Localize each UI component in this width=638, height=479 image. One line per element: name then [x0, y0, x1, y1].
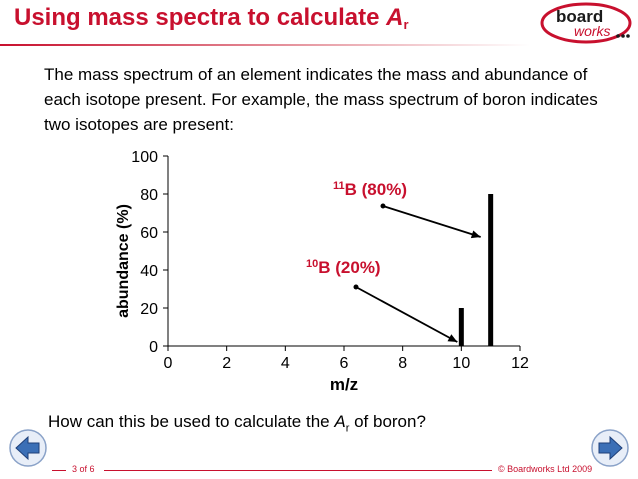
question-before: How can this be used to calculate the [48, 412, 335, 431]
isotope-label-11: 11B (80%) [333, 180, 407, 199]
footer-rule-middle [104, 470, 492, 471]
intro-paragraph: The mass spectrum of an element indicate… [44, 65, 598, 134]
x-tick-label: 2 [222, 355, 231, 372]
slide-header: Using mass spectra to calculate Ar board… [0, 0, 638, 48]
title-text: Using mass spectra to calculate [14, 4, 387, 31]
copyright: © Boardworks Ltd 2009 [498, 464, 593, 474]
title-subscript: r [403, 17, 409, 32]
arrow-head-10 [447, 334, 458, 342]
x-tick-label: 0 [164, 355, 173, 372]
header-rule [0, 44, 530, 46]
footer-rule-left [52, 470, 66, 471]
boardworks-logo: board works [540, 2, 632, 44]
y-tick-label: 0 [149, 339, 158, 356]
x-tick-label: 8 [398, 355, 407, 372]
y-tick-label: 20 [140, 301, 158, 318]
arrow-line-11 [382, 205, 481, 238]
mass-spectrum-chart: 0 20 40 60 80 100 0 2 4 6 8 10 12 10B (20%) 11B (80%)… [115, 149, 529, 394]
bar-10 [458, 308, 464, 346]
chart-annotations: 10B (20%) 11B (80%) [306, 180, 481, 343]
question-after: of boron? [349, 412, 426, 431]
question-symbol: A [334, 412, 346, 431]
bar-11 [488, 194, 494, 346]
y-tick-label: 100 [131, 149, 158, 166]
chart-bars [458, 194, 494, 346]
isotope-label-10: 10B (20%) [306, 258, 381, 277]
page-number: 3 of 6 [72, 464, 95, 474]
arrow-right-icon[interactable] [590, 428, 630, 468]
question-subscript: r [345, 422, 350, 435]
y-axis-label: abundance (%) [115, 204, 132, 318]
arrow-left-icon[interactable] [8, 428, 48, 468]
y-tick-label: 80 [140, 187, 158, 204]
title-symbol: A [386, 4, 404, 31]
slide-title: Using mass spectra to calculate Ar [14, 4, 409, 32]
arrow-head-11 [470, 230, 481, 239]
x-axis-label: m/z [330, 375, 358, 394]
chart-ticks: 0 20 40 60 80 100 0 2 4 6 8 10 12 [131, 149, 529, 372]
logo-line2: works [574, 23, 611, 39]
y-tick-label: 40 [140, 263, 158, 280]
y-tick-label: 60 [140, 225, 158, 242]
x-tick-label: 12 [511, 355, 529, 372]
arrow-line-10 [355, 286, 458, 343]
x-tick-label: 4 [281, 355, 290, 372]
question-text: How can this be used to calculate the Ar… [48, 412, 426, 434]
x-tick-label: 6 [340, 355, 349, 372]
logo-line1: board [556, 7, 603, 26]
x-tick-label: 10 [452, 355, 470, 372]
